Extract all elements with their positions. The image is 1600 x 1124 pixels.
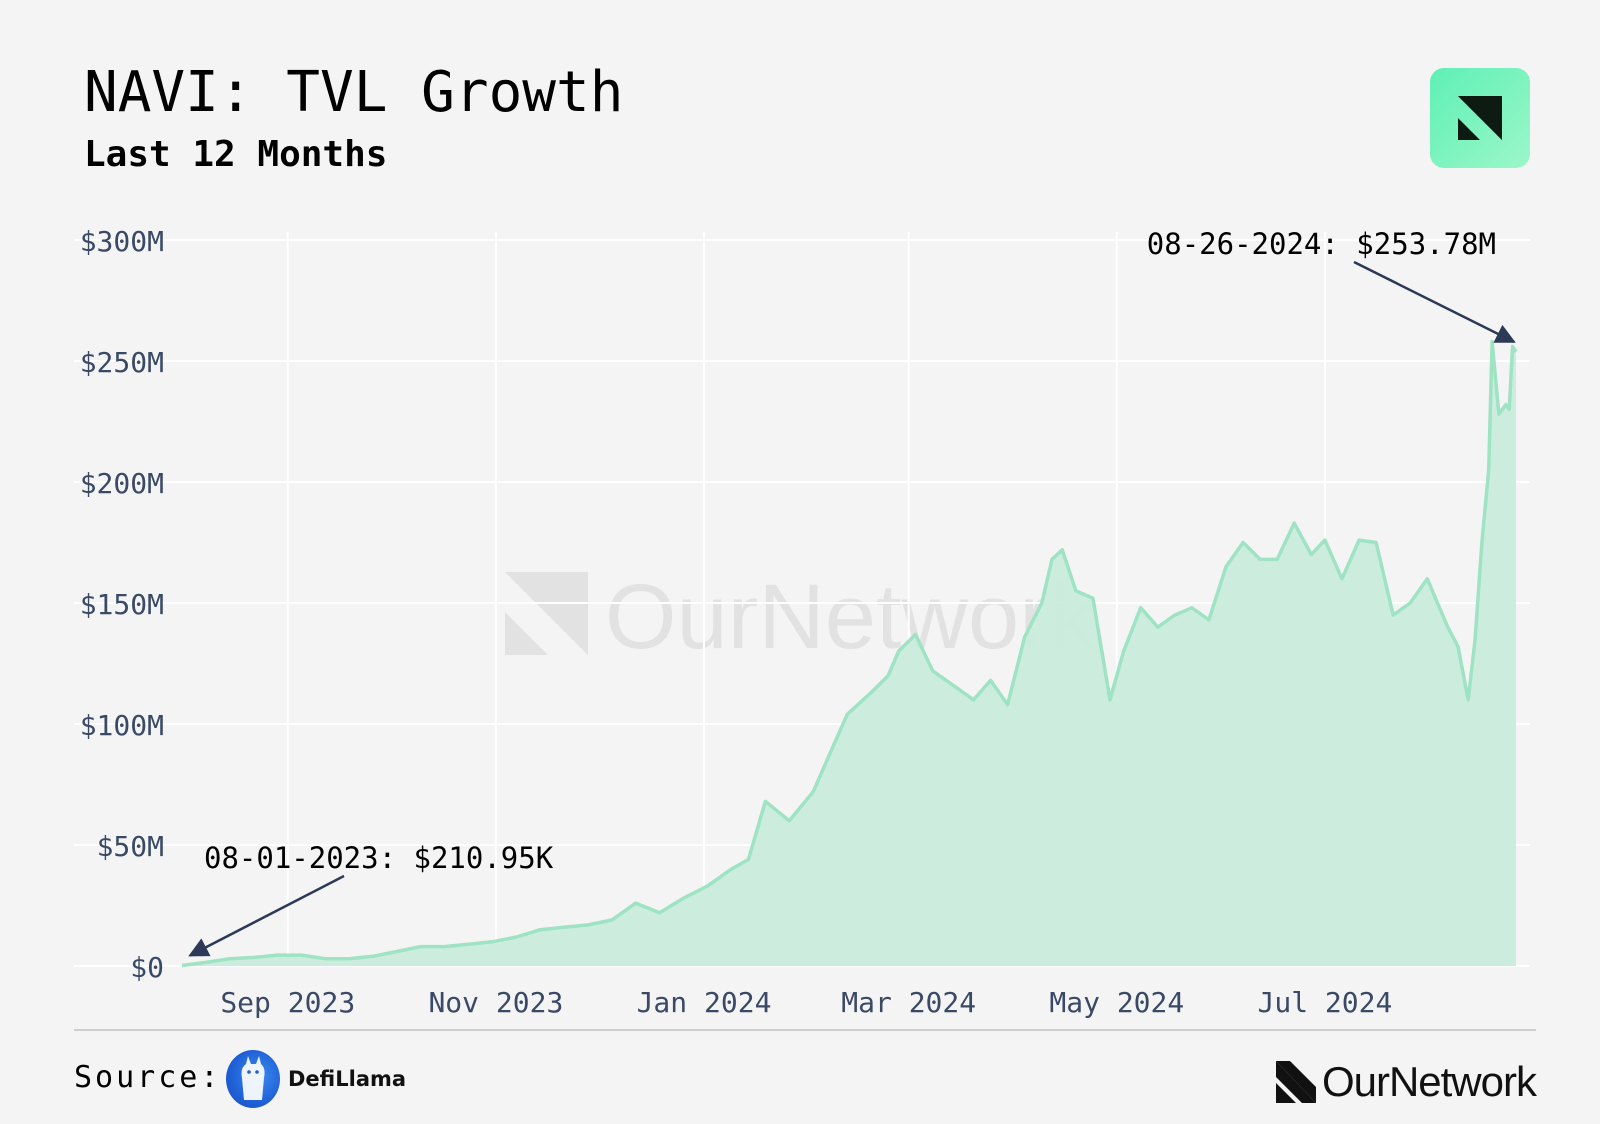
annotation-start-arrow [188, 874, 345, 957]
x-tick-label-3: Mar 2024 [841, 986, 976, 1019]
ournetwork-mark-icon [1275, 1061, 1316, 1103]
x-tick-label-0: Sep 2023 [220, 986, 355, 1019]
annotation-start-label: 08-01-2023: $210.95K [204, 841, 554, 875]
x-axis-ticks: Sep 2023 Nov 2023 Jan 2024 Mar 2024 May 2024… [220, 986, 1392, 1019]
area-fill [182, 341, 1516, 967]
ournetwork-footer-logo: OurNetwork [1275, 1056, 1537, 1108]
ournetwork-name: OurNetwork [1321, 1058, 1537, 1105]
y-tick-label-6: $300M [80, 225, 164, 258]
x-tick-label-4: May 2024 [1049, 986, 1184, 1019]
watermark-text: OurNetwork [605, 566, 1097, 668]
defillama-logo: DefiLlama [226, 1050, 406, 1108]
annotations: 08-01-2023: $210.95K 08-26-2024: $253.78M [188, 227, 1516, 957]
y-tick-label-3: $150M [80, 588, 164, 621]
x-tick-label-1: Nov 2023 [428, 986, 563, 1019]
x-tick-label-2: Jan 2024 [637, 986, 772, 1019]
source-label: Source: [74, 1060, 222, 1095]
y-tick-label-0: $0 [130, 951, 164, 984]
annotation-end-arrow [1353, 260, 1516, 343]
chart-subtitle: Last 12 Months [84, 134, 388, 175]
watermark: OurNetwork [505, 566, 1097, 668]
footer-divider [74, 1029, 1536, 1031]
chart-title: NAVI: TVL Growth [84, 60, 624, 125]
y-axis-ticks: $0 $50M $100M $150M $200M $250M $300M [80, 225, 164, 984]
area-series [181, 339, 1518, 968]
llama-icon [226, 1050, 280, 1108]
series-line [181, 339, 1518, 968]
x-tick-label-5: Jul 2024 [1258, 986, 1393, 1019]
annotation-end-label: 08-26-2024: $253.78M [1147, 227, 1496, 261]
defillama-name: DefiLlama [288, 1067, 407, 1091]
y-tick-label-5: $250M [80, 346, 164, 379]
watermark-mark-icon [505, 572, 588, 655]
ournetwork-logo-badge [1430, 68, 1530, 168]
watermark-mark-corner-icon [505, 612, 548, 655]
ournetwork-mark-icon [1458, 96, 1502, 140]
y-tick-label-2: $100M [80, 709, 164, 742]
y-tick-label-1: $50M [97, 830, 164, 863]
y-tick-label-4: $200M [80, 467, 164, 500]
